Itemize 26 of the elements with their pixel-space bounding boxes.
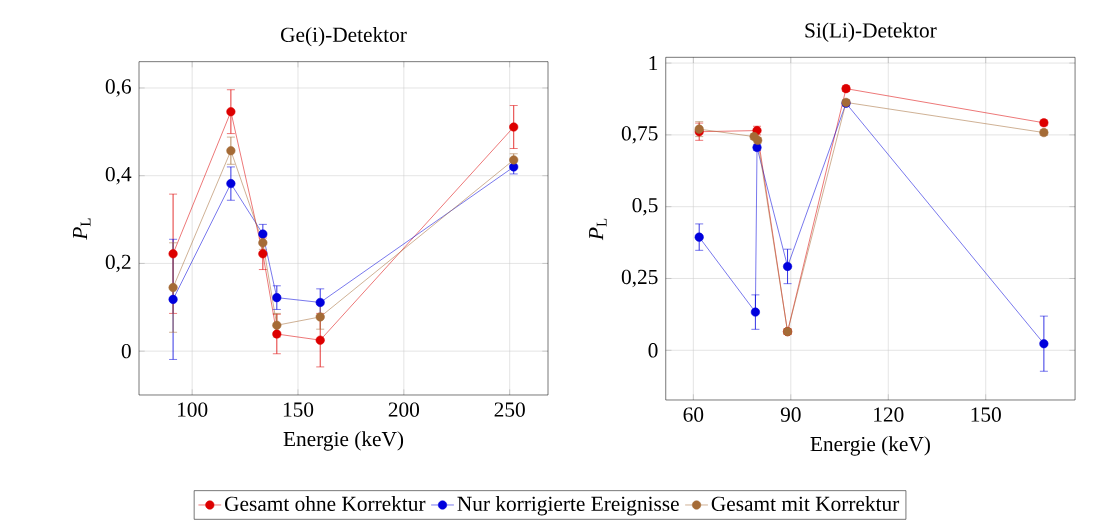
legend-label: Gesamt ohne Korrektur [225,495,426,511]
x-tick-label: 100 [178,402,208,417]
x-tick-label: 120 [874,407,904,422]
x-tick-label: 60 [683,407,704,422]
legend-label: Gesamt mit Korrektur [711,495,900,511]
y-tick-label: 0,5 [632,197,658,216]
legend-label: Nur korrigierte Ereignisse [457,495,679,516]
y-axis-title: P$_{L}$ [73,218,91,240]
y-tick-label: 0 [648,343,658,358]
x-tick-label: 200 [388,402,420,417]
y-tick-label: 0,25 [621,269,658,288]
x-axis-title: Energie (keV) [283,431,404,451]
x-axis-title: Energie (keV) [810,436,930,456]
y-tick-label: 0,75 [621,126,658,144]
y-tick-label: 0,6 [105,79,131,97]
y-tick-label: 1 [649,56,658,71]
chart-title: Ge(i)-Detektor [281,26,407,47]
x-tick-label: 250 [494,402,525,417]
chart-title: Si(Li)-Detektor [805,22,937,42]
x-tick-label: 90 [780,407,801,422]
y-tick-label: 0 [121,343,131,359]
y-tick-label: 0,4 [105,166,132,185]
x-tick-label: 150 [971,407,1001,422]
y-tick-label: 0,2 [105,254,131,273]
x-tick-label: 150 [283,402,314,417]
y-axis-title: P$_{L}$ [589,218,607,241]
